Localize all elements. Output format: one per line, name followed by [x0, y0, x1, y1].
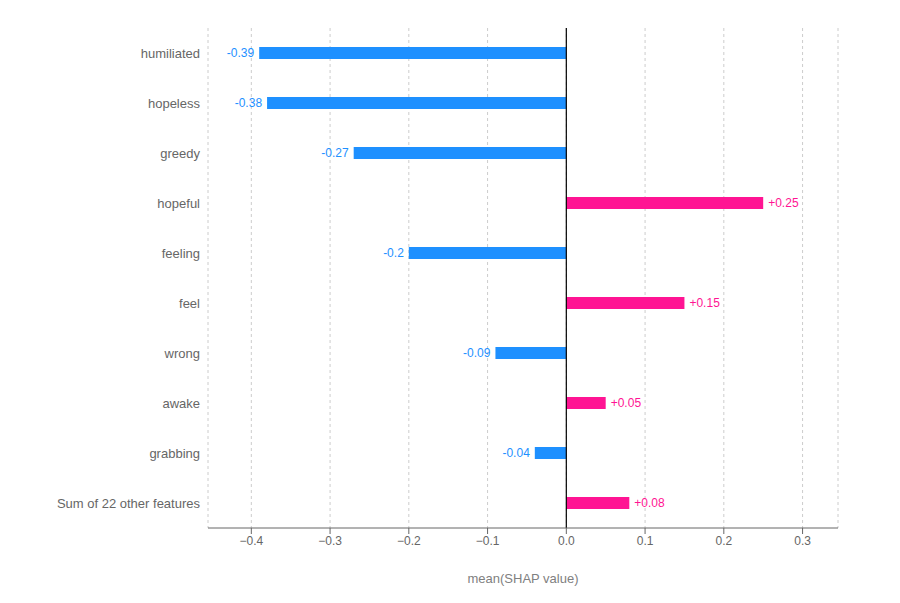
svg-text:grabbing: grabbing — [149, 446, 200, 461]
svg-text:0.2: 0.2 — [715, 534, 732, 548]
svg-text:hopeless: hopeless — [148, 96, 201, 111]
svg-text:-0.2: -0.2 — [383, 246, 404, 260]
svg-text:Sum of 22 other features: Sum of 22 other features — [57, 496, 201, 511]
svg-text:−0.3: −0.3 — [318, 534, 342, 548]
svg-text:+0.25: +0.25 — [768, 196, 799, 210]
svg-text:−0.2: −0.2 — [397, 534, 421, 548]
svg-text:+0.15: +0.15 — [689, 296, 720, 310]
svg-text:greedy: greedy — [160, 146, 200, 161]
svg-text:feel: feel — [179, 296, 200, 311]
svg-text:-0.27: -0.27 — [321, 146, 349, 160]
svg-text:wrong: wrong — [164, 346, 200, 361]
svg-text:mean(SHAP value): mean(SHAP value) — [467, 571, 578, 586]
svg-text:awake: awake — [162, 396, 200, 411]
svg-text:feeling: feeling — [162, 246, 200, 261]
svg-text:0.3: 0.3 — [794, 534, 811, 548]
svg-text:hopeful: hopeful — [157, 196, 200, 211]
svg-text:-0.39: -0.39 — [227, 46, 255, 60]
svg-text:+0.05: +0.05 — [611, 396, 642, 410]
svg-text:−0.1: −0.1 — [476, 534, 500, 548]
svg-text:-0.04: -0.04 — [502, 446, 530, 460]
svg-text:humiliated: humiliated — [141, 46, 200, 61]
svg-text:-0.38: -0.38 — [235, 96, 263, 110]
svg-text:-0.09: -0.09 — [463, 346, 491, 360]
svg-text:0.1: 0.1 — [637, 534, 654, 548]
svg-text:−0.4: −0.4 — [239, 534, 263, 548]
svg-text:+0.08: +0.08 — [634, 496, 665, 510]
svg-text:0.0: 0.0 — [558, 534, 575, 548]
